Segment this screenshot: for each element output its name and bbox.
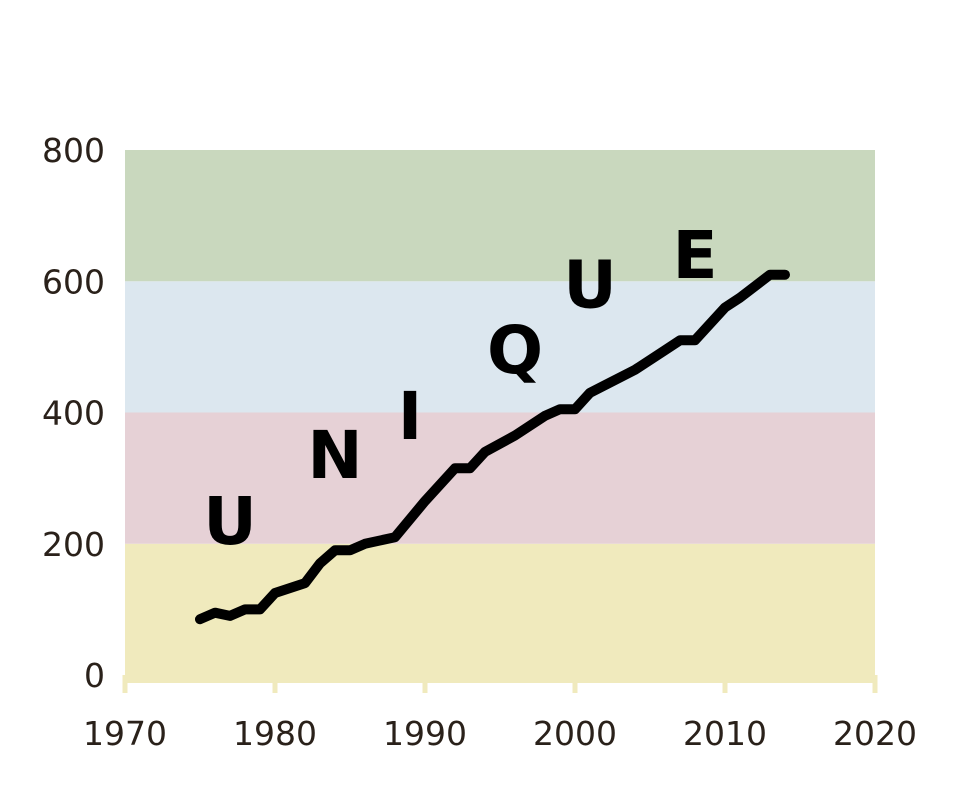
x-tick-label: 1980: [233, 714, 317, 753]
annotation-letter-3: Q: [487, 312, 543, 389]
x-tick-label: 1990: [383, 714, 467, 753]
x-tick-labels: 1970 1980 1990 2000 2010 2020: [83, 714, 917, 753]
annotation-letter-2: I: [398, 378, 423, 455]
annotation-letter-5: E: [672, 217, 717, 294]
annotation-letter-0: U: [203, 483, 257, 560]
x-axis: [122, 675, 878, 693]
series-line: [195, 269, 790, 625]
band-3: [125, 150, 875, 282]
y-tick-label: 600: [42, 262, 105, 301]
annotation-letter-1: N: [307, 417, 362, 494]
y-tick-label: 800: [42, 131, 105, 170]
x-tick-label: 2020: [833, 714, 917, 753]
x-tick-label: 1970: [83, 714, 167, 753]
x-tick-label: 2010: [683, 714, 767, 753]
annotation-letter-4: U: [563, 247, 617, 324]
y-axis: 0 200 400 600 800: [42, 131, 105, 695]
y-tick-label: 0: [84, 656, 105, 695]
background-bands: [125, 150, 875, 675]
y-tick-label: 400: [42, 394, 105, 433]
y-tick-label: 200: [42, 525, 105, 564]
x-tick-label: 2000: [533, 714, 617, 753]
band-2: [125, 281, 875, 413]
band-1: [125, 412, 875, 544]
